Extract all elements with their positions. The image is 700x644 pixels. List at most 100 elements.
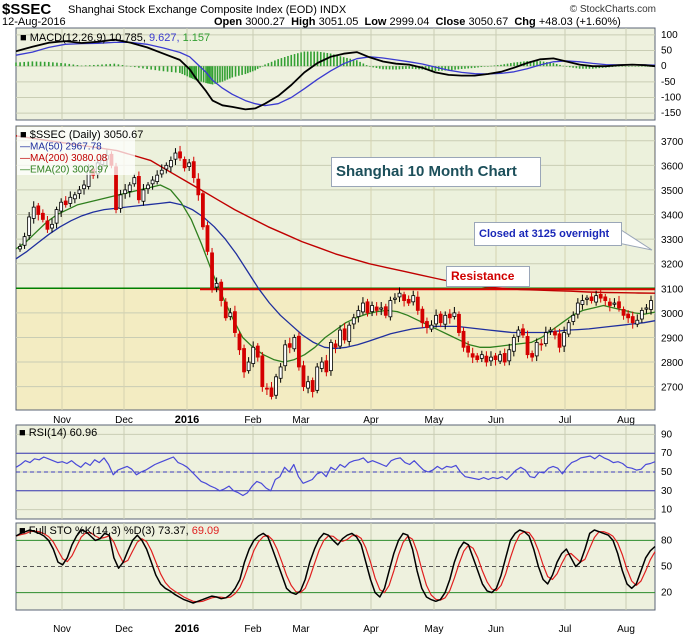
candle-down bbox=[539, 343, 544, 346]
candle-down bbox=[525, 336, 530, 356]
macd-histogram-bar bbox=[493, 65, 496, 67]
candle-down bbox=[383, 306, 388, 316]
rsi-y-tick-label: 90 bbox=[661, 429, 673, 440]
candle-down bbox=[461, 330, 466, 348]
candle-up bbox=[639, 310, 644, 320]
candle-down bbox=[589, 296, 594, 301]
price-legend-bg bbox=[17, 127, 135, 175]
candle-down bbox=[521, 328, 525, 336]
candle-down bbox=[466, 345, 471, 353]
macd-histogram-bar bbox=[56, 62, 58, 67]
macd-histogram-bar bbox=[210, 66, 212, 85]
macd-histogram-bar bbox=[359, 61, 361, 67]
macd-histogram-bar bbox=[339, 56, 342, 67]
macd-histogram-bar bbox=[460, 66, 463, 69]
macd-legend-name: ■ MACD(12,26,9) bbox=[20, 32, 109, 44]
macd-histogram-bar bbox=[595, 66, 597, 69]
price-x-tick-label: May bbox=[425, 415, 444, 426]
macd-y-tick-label: 0 bbox=[661, 61, 667, 72]
candle-up bbox=[571, 314, 576, 322]
macd-histogram-bar bbox=[408, 66, 411, 69]
candle-down bbox=[205, 225, 210, 252]
candle-up bbox=[315, 366, 320, 391]
macd-histogram-bar bbox=[539, 61, 542, 67]
macd-histogram-bar bbox=[133, 66, 136, 68]
macd-histogram-bar bbox=[80, 65, 83, 67]
candle-up bbox=[489, 356, 493, 362]
macd-histogram-bar bbox=[208, 66, 211, 84]
security-name: Shanghai Stock Exchange Composite Index … bbox=[68, 4, 346, 16]
macd-histogram-bar bbox=[382, 66, 384, 70]
candle-up bbox=[507, 349, 512, 362]
candle-down bbox=[530, 353, 535, 358]
macd-histogram-bar bbox=[428, 66, 430, 71]
candle-up bbox=[347, 324, 352, 342]
macd-histogram-bar bbox=[470, 66, 473, 69]
macd-histogram-bar bbox=[101, 64, 103, 67]
candle-up bbox=[68, 196, 73, 204]
macd-histogram-bar bbox=[464, 66, 466, 69]
candle-down bbox=[269, 387, 274, 397]
macd-histogram-bar bbox=[68, 63, 71, 67]
macd-histogram-bar bbox=[310, 51, 312, 67]
ema20-line bbox=[15, 184, 656, 363]
macd-histogram-bar bbox=[582, 66, 584, 69]
open-label: Open bbox=[214, 16, 243, 28]
symbol-title: $SSEC bbox=[2, 1, 52, 18]
candle-up bbox=[516, 329, 521, 337]
macd-y-tick-label: -100 bbox=[661, 92, 681, 103]
macd-histogram-bar bbox=[585, 66, 587, 69]
stoch-legend-d: 69.09 bbox=[192, 525, 220, 537]
macd-histogram-bar bbox=[179, 66, 181, 73]
macd-histogram-bar bbox=[162, 66, 165, 72]
macd-signal-line bbox=[15, 41, 656, 107]
stoch-x-tick-label: Dec bbox=[115, 624, 133, 635]
macd-histogram-bar bbox=[264, 64, 266, 67]
candle-up bbox=[498, 354, 503, 362]
macd-histogram-bar bbox=[362, 63, 365, 67]
candle-up bbox=[370, 305, 374, 313]
ohlc-summary: Open 3000.27 High 3051.05 Low 2999.04 Cl… bbox=[214, 16, 621, 28]
macd-histogram-bar bbox=[216, 66, 219, 84]
macd-histogram-bar bbox=[336, 55, 338, 67]
macd-histogram-bar bbox=[483, 66, 486, 67]
price-y-tick-label: 2900 bbox=[661, 333, 684, 344]
macd-histogram-bar bbox=[274, 60, 276, 67]
macd-histogram-bar bbox=[211, 66, 214, 85]
candle-up bbox=[393, 297, 397, 300]
macd-histogram-bar bbox=[277, 59, 279, 67]
macd-legend-value: 10.785, bbox=[109, 32, 149, 44]
macd-histogram-bar bbox=[290, 54, 293, 67]
candle-up bbox=[338, 329, 342, 347]
stoch-x-tick-label: Apr bbox=[363, 624, 379, 635]
stoch-x-tick-label: 2016 bbox=[175, 623, 199, 635]
macd-histogram-bar bbox=[231, 66, 234, 78]
macd-histogram-bar bbox=[519, 61, 522, 67]
macd-histogram-bar bbox=[234, 66, 237, 77]
macd-histogram-bar bbox=[598, 66, 601, 69]
macd-line bbox=[15, 38, 656, 111]
candle-down bbox=[484, 355, 489, 363]
candle-up bbox=[511, 337, 516, 352]
macd-histogram-bar bbox=[401, 66, 404, 70]
price-x-tick-label: Nov bbox=[53, 415, 71, 426]
macd-histogram-bar bbox=[186, 66, 189, 77]
stoch-y-tick-label: 50 bbox=[661, 562, 673, 573]
price-y-tick-label: 3200 bbox=[661, 260, 684, 271]
macd-histogram-bar bbox=[467, 66, 470, 69]
macd-histogram-bar bbox=[646, 66, 649, 67]
price-y-tick-label: 3500 bbox=[661, 186, 684, 197]
price-legend-item: —MA(200) 3080.08 bbox=[20, 153, 108, 164]
candle-down bbox=[63, 200, 68, 206]
macd-histogram-bar bbox=[214, 66, 216, 84]
candle-down bbox=[617, 301, 621, 309]
macd-histogram-bar bbox=[326, 53, 329, 67]
macd-histogram-bar bbox=[372, 66, 374, 68]
stoch-x-tick-label: Jun bbox=[488, 624, 504, 635]
macd-histogram-bar bbox=[405, 66, 407, 69]
candle-down bbox=[223, 301, 228, 319]
price-y-tick-label: 3400 bbox=[661, 211, 684, 222]
stoch-y-tick-label: 80 bbox=[661, 535, 673, 546]
candle-down bbox=[607, 301, 612, 306]
macd-histogram-bar bbox=[300, 52, 302, 67]
